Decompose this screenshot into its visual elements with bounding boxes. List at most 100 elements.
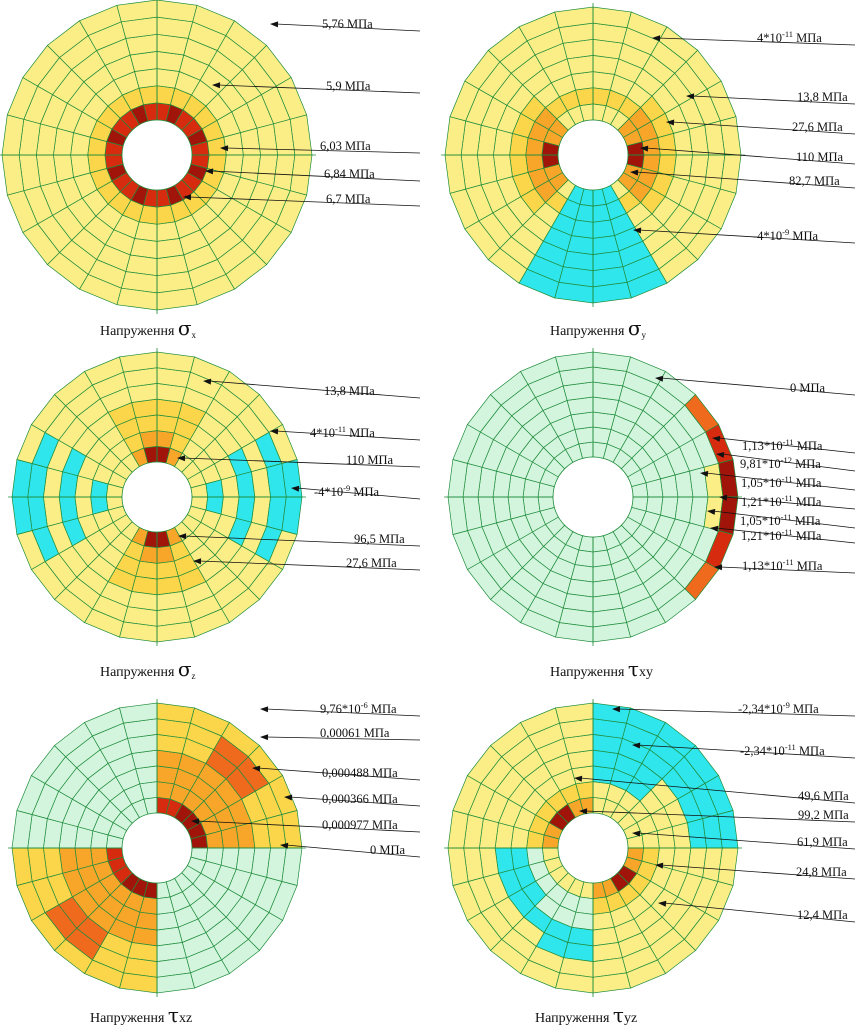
leader-arrow xyxy=(700,470,709,477)
value-label: 6,7 МПа xyxy=(326,192,371,206)
inner-hole xyxy=(121,119,193,191)
leader-line xyxy=(660,377,856,396)
leader-arrow xyxy=(712,435,721,442)
leader-line xyxy=(198,560,421,571)
value-label: 9,81*10-12 МПа xyxy=(740,455,821,471)
leader-line xyxy=(265,708,421,717)
value-label: 110 МПа xyxy=(796,150,844,164)
inner-hole xyxy=(121,812,193,884)
mesh-cell xyxy=(134,68,158,89)
leader-arrow xyxy=(574,775,583,782)
inner-hole xyxy=(121,461,193,533)
value-label: 0 МПа xyxy=(790,381,826,395)
leader-arrow xyxy=(191,818,200,825)
leader-arrow xyxy=(640,145,649,152)
leader-line xyxy=(285,844,421,858)
value-label: 12,4 МПа xyxy=(797,908,848,922)
leader-arrow xyxy=(178,533,187,540)
leader-line xyxy=(691,95,856,105)
leader-arrow xyxy=(579,808,588,815)
mesh-cell xyxy=(657,132,677,156)
leader-arrow xyxy=(270,21,279,28)
leader-line xyxy=(182,457,421,468)
panel-caption: Напруження σy xyxy=(550,316,647,340)
leader-arrow xyxy=(655,862,664,869)
leader-line xyxy=(637,744,856,759)
leader-arrow xyxy=(652,35,661,42)
panel-tau-xz: 9,76*10-6 МПа 0,00061 МПа 0,000488 МПа 0,00… xyxy=(8,699,421,1027)
panel-caption: Напруження τyz xyxy=(535,1003,637,1027)
leader-arrow xyxy=(260,706,269,713)
inner-hole xyxy=(557,812,629,884)
leader-line xyxy=(584,810,856,823)
leader-line xyxy=(225,147,421,154)
leader-line xyxy=(208,380,421,399)
disk-sigma-z xyxy=(8,348,306,646)
value-label: 9,76*10-6 МПа xyxy=(320,700,397,716)
leader-line xyxy=(617,708,856,717)
leader-line xyxy=(657,37,856,46)
leader-arrow xyxy=(212,82,221,89)
leader-line xyxy=(712,510,856,529)
leader-line xyxy=(579,777,856,804)
value-label: 110 МПа xyxy=(346,453,394,467)
value-label: 49,6 МПа xyxy=(798,789,849,803)
leader-arrow xyxy=(632,742,641,749)
value-label: 0 МПа xyxy=(370,843,406,857)
value-label: -2,34*10-11 МПа xyxy=(740,742,825,758)
leader-line xyxy=(188,196,421,207)
leader-line xyxy=(275,430,421,441)
leader-line xyxy=(638,229,856,244)
panel-caption: Напруження σz xyxy=(100,657,196,681)
value-label: 61,9 МПа xyxy=(797,835,848,849)
inner-hole xyxy=(557,119,629,191)
value-label: 13,8 МПа xyxy=(797,90,848,104)
leader-arrow xyxy=(686,93,695,100)
leader-arrow xyxy=(193,558,202,565)
leader-line xyxy=(671,121,856,135)
value-label: 1,13*10-11 МПа xyxy=(742,557,823,573)
leader-line xyxy=(660,864,856,880)
leader-arrow xyxy=(630,169,639,176)
leader-arrow xyxy=(291,485,300,492)
value-label: 0,000366 МПа xyxy=(322,792,398,806)
panel-caption: Напруження σx xyxy=(100,316,197,340)
leader-arrow xyxy=(612,706,621,713)
value-label: 5,76 МПа xyxy=(322,17,373,31)
value-label: -4*10-9 МПа xyxy=(753,227,819,243)
leader-line xyxy=(257,767,421,781)
leader-line xyxy=(296,487,421,500)
panel-tau-yz: -2,34*10-9 МПа -2,34*10-11 МПа 49,6 МПа 99,… xyxy=(444,699,856,1027)
value-label: 82,7 МПа xyxy=(789,174,840,188)
leader-arrow xyxy=(714,564,723,571)
value-label: 0,000977 МПа xyxy=(322,818,398,832)
value-label: 96,5 МПа xyxy=(354,532,405,546)
leader-arrow xyxy=(220,145,229,152)
leader-arrow xyxy=(707,508,716,515)
value-label: 1,05*10-11 МПа xyxy=(740,512,821,528)
disk-tau-yz xyxy=(444,699,742,997)
panel-caption: Напруження τxy xyxy=(550,657,653,681)
leader-arrow xyxy=(658,900,667,907)
leader-line xyxy=(637,832,856,850)
leader-arrow xyxy=(716,452,725,458)
value-label: 6,84 МПа xyxy=(324,167,375,181)
value-label: 0,000488 МПа xyxy=(322,766,398,780)
value-label: 99,2 МПа xyxy=(798,808,849,822)
leader-arrow xyxy=(177,455,186,462)
disk-tau-xz xyxy=(8,699,306,997)
value-label: -4*10-9 МПа xyxy=(314,483,380,499)
leader-arrow xyxy=(632,830,641,837)
leader-arrow xyxy=(205,168,214,175)
mesh-cell xyxy=(592,219,616,239)
mesh-cell xyxy=(156,221,180,242)
leader-arrow xyxy=(252,765,261,772)
leader-line xyxy=(724,496,856,510)
leader-arrow xyxy=(284,794,293,801)
value-label: 27,6 МПа xyxy=(792,120,843,134)
leader-arrow xyxy=(280,842,289,849)
panel-caption: Напруження τxz xyxy=(90,1003,192,1027)
leader-line xyxy=(289,796,421,807)
leader-line xyxy=(635,171,856,189)
